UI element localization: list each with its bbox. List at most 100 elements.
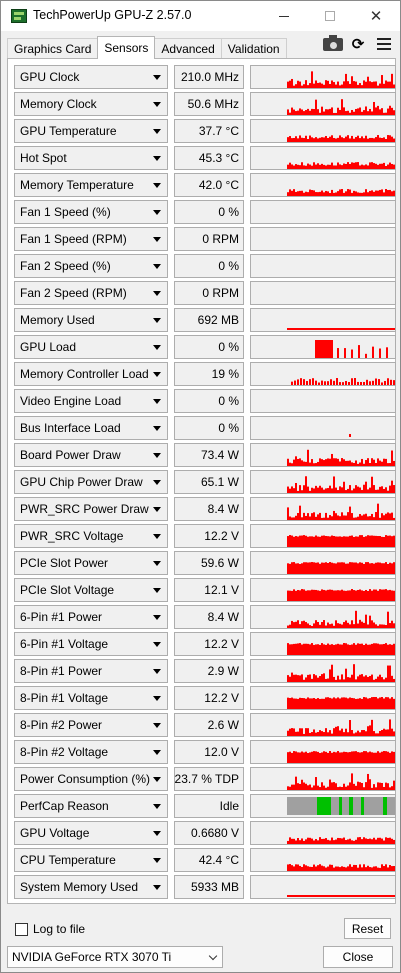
sensor-row: Bus Interface Load 0 % <box>14 416 396 440</box>
sensor-name-dropdown[interactable]: PCIe Slot Power <box>14 551 168 575</box>
sensor-name-dropdown[interactable]: Hot Spot <box>14 146 168 170</box>
sensor-name-dropdown[interactable]: 8-Pin #1 Power <box>14 659 168 683</box>
sensor-name-dropdown[interactable]: Fan 2 Speed (RPM) <box>14 281 168 305</box>
sensor-row: Memory Used 692 MB <box>14 308 396 332</box>
sensor-value: 65.1 W <box>174 470 244 494</box>
sensor-row: Fan 1 Speed (RPM) 0 RPM <box>14 227 396 251</box>
sensors-panel: GPU Clock 210.0 MHz Memory Clock 50.6 MHz GP… <box>7 58 396 904</box>
dropdown-arrow-icon <box>153 102 161 107</box>
sensor-name: GPU Clock <box>20 70 80 84</box>
close-button[interactable]: Close <box>323 946 393 968</box>
sensor-row: PerfCap Reason Idle <box>14 794 396 818</box>
sensor-value: 73.4 W <box>174 443 244 467</box>
tab-graphics-card[interactable]: Graphics Card <box>7 38 99 59</box>
sensor-row: CPU Temperature 42.4 °C <box>14 848 396 872</box>
sensor-name-dropdown[interactable]: Fan 2 Speed (%) <box>14 254 168 278</box>
sensor-name-dropdown[interactable]: GPU Temperature <box>14 119 168 143</box>
sensor-row: Board Power Draw 73.4 W <box>14 443 396 467</box>
tab-validation[interactable]: Validation <box>220 38 287 59</box>
sensor-value: 5933 MB <box>174 875 244 899</box>
sensor-row: Fan 2 Speed (RPM) 0 RPM <box>14 281 396 305</box>
refresh-button[interactable]: ⟳ <box>349 35 367 53</box>
sensor-value: 0 % <box>174 254 244 278</box>
sensor-name-dropdown[interactable]: GPU Load <box>14 335 168 359</box>
sensor-name: PCIe Slot Power <box>20 556 109 570</box>
close-window-button[interactable]: ✕ <box>353 1 399 31</box>
sensor-graph <box>250 389 396 413</box>
sensor-name-dropdown[interactable]: Memory Clock <box>14 92 168 116</box>
sensor-name-dropdown[interactable]: CPU Temperature <box>14 848 168 872</box>
sensor-value: Idle <box>174 794 244 818</box>
chevron-down-icon <box>208 951 218 961</box>
refresh-icon: ⟳ <box>351 36 365 53</box>
sensor-name-dropdown[interactable]: Memory Controller Load <box>14 362 168 386</box>
sensor-name-dropdown[interactable]: GPU Clock <box>14 65 168 89</box>
sensor-row: GPU Chip Power Draw 65.1 W <box>14 470 396 494</box>
tab-sensors[interactable]: Sensors <box>97 36 156 59</box>
dropdown-arrow-icon <box>153 696 161 701</box>
sensor-name-dropdown[interactable]: GPU Chip Power Draw <box>14 470 168 494</box>
checkbox-box[interactable] <box>15 922 28 936</box>
sensor-name-dropdown[interactable]: 6-Pin #1 Power <box>14 605 168 629</box>
dropdown-arrow-icon <box>153 831 161 836</box>
sensor-name: CPU Temperature <box>20 853 116 867</box>
sensor-name: Memory Clock <box>20 97 97 111</box>
minimize-button[interactable] <box>261 1 307 31</box>
sensor-name: PCIe Slot Voltage <box>20 583 115 597</box>
sensor-graph <box>250 416 396 440</box>
sensor-name-dropdown[interactable]: PerfCap Reason <box>14 794 168 818</box>
sensor-name-dropdown[interactable]: 8-Pin #1 Voltage <box>14 686 168 710</box>
log-to-file-checkbox[interactable]: Log to file <box>15 922 85 936</box>
sensor-name-dropdown[interactable]: 8-Pin #2 Power <box>14 713 168 737</box>
sensor-name-dropdown[interactable]: Bus Interface Load <box>14 416 168 440</box>
sensor-name-dropdown[interactable]: PWR_SRC Voltage <box>14 524 168 548</box>
sensor-value: 50.6 MHz <box>174 92 244 116</box>
screenshot-button[interactable] <box>321 34 345 53</box>
sensor-graph <box>250 200 396 224</box>
menu-icon <box>377 38 391 50</box>
sensor-row: 8-Pin #2 Voltage 12.0 V <box>14 740 396 764</box>
sensor-name-dropdown[interactable]: Fan 1 Speed (%) <box>14 200 168 224</box>
sensor-name: 8-Pin #1 Power <box>20 664 103 678</box>
tab-advanced[interactable]: Advanced <box>154 38 222 59</box>
sensor-name-dropdown[interactable]: PCIe Slot Voltage <box>14 578 168 602</box>
sensor-value: 19 % <box>174 362 244 386</box>
tab-label: Sensors <box>104 41 149 55</box>
dropdown-arrow-icon <box>153 183 161 188</box>
menu-button[interactable] <box>375 35 393 53</box>
title-bar: TechPowerUp GPU-Z 2.57.0 ✕ <box>1 1 400 31</box>
sensor-name: PWR_SRC Power Draw <box>20 502 149 516</box>
sensor-name-dropdown[interactable]: 6-Pin #1 Voltage <box>14 632 168 656</box>
sensor-graph <box>250 605 396 629</box>
sensor-graph <box>250 443 396 467</box>
gpu-select-dropdown[interactable]: NVIDIA GeForce RTX 3070 Ti <box>7 946 223 968</box>
sensor-name: Fan 2 Speed (RPM) <box>20 286 127 300</box>
sensor-row: System Memory Used 5933 MB <box>14 875 396 899</box>
sensor-value: 59.6 W <box>174 551 244 575</box>
sensor-name-dropdown[interactable]: PWR_SRC Power Draw <box>14 497 168 521</box>
dropdown-arrow-icon <box>153 561 161 566</box>
sensor-name-dropdown[interactable]: Power Consumption (%) <box>14 767 168 791</box>
sensor-name: Power Consumption (%) <box>20 772 151 786</box>
sensor-name-dropdown[interactable]: GPU Voltage <box>14 821 168 845</box>
sensor-name: 8-Pin #1 Voltage <box>20 691 109 705</box>
sensor-name-dropdown[interactable]: 8-Pin #2 Voltage <box>14 740 168 764</box>
sensor-name-dropdown[interactable]: System Memory Used <box>14 875 168 899</box>
sensor-graph <box>250 281 396 305</box>
dropdown-arrow-icon <box>153 885 161 890</box>
dropdown-arrow-icon <box>153 723 161 728</box>
sensor-value: 12.1 V <box>174 578 244 602</box>
sensor-name-dropdown[interactable]: Video Engine Load <box>14 389 168 413</box>
sensor-name-dropdown[interactable]: Memory Temperature <box>14 173 168 197</box>
sensor-name: Board Power Draw <box>20 448 121 462</box>
sensor-name-dropdown[interactable]: Memory Used <box>14 308 168 332</box>
sensor-name-dropdown[interactable]: Fan 1 Speed (RPM) <box>14 227 168 251</box>
sensor-row: Memory Temperature 42.0 °C <box>14 173 396 197</box>
sensor-graph <box>250 119 396 143</box>
sensor-graph <box>250 227 396 251</box>
sensor-row: Video Engine Load 0 % <box>14 389 396 413</box>
sensor-row: 6-Pin #1 Voltage 12.2 V <box>14 632 396 656</box>
sensor-name-dropdown[interactable]: Board Power Draw <box>14 443 168 467</box>
reset-button[interactable]: Reset <box>344 918 391 939</box>
maximize-button[interactable] <box>307 1 353 31</box>
